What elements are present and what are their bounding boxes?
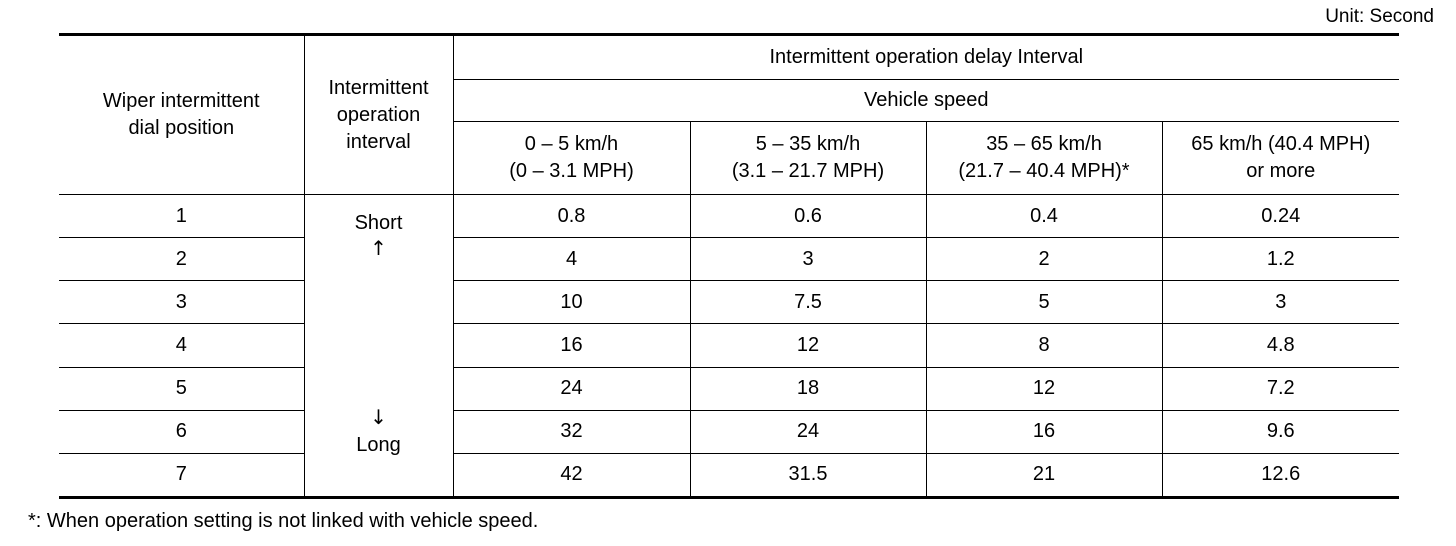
table-row: 1 Short ↑ ↓ Long 0.8 0.6 0.4 0.24 [59, 194, 1400, 499]
value-cell: 24 [689, 410, 926, 454]
long-label: Long [356, 434, 401, 456]
value-cell: 24 [452, 367, 690, 411]
header-speed-5-35-mph: (3.1 – 21.7 MPH) [731, 160, 885, 182]
dial-position-cell: 2 [59, 237, 304, 282]
value-cell: 0.8 [452, 194, 690, 239]
unit-label: Unit: Second [1325, 6, 1434, 27]
header-speed-65-plus-line1: 65 km/h (40.4 MPH) [1191, 133, 1371, 155]
value-cell: 5 [925, 280, 1162, 325]
value-cell: 18 [689, 367, 926, 411]
dial-position-cell: 6 [59, 410, 304, 454]
value-cell: 12.6 [1161, 453, 1400, 500]
table-row: 2 4 3 2 1.2 [59, 237, 1400, 282]
header-speed-5-35-kmh: 5 – 35 km/h [755, 133, 861, 155]
header-delay-interval: Intermittent operation delay Interval [452, 33, 1400, 80]
table-row: 7 42 31.5 21 12.6 [59, 453, 1400, 500]
value-cell: 9.6 [1161, 410, 1400, 454]
value-cell: 10 [452, 280, 690, 325]
value-cell: 12 [925, 367, 1162, 411]
up-arrow-icon: ↑ [370, 236, 387, 260]
header-operation-interval-line3: interval [346, 130, 411, 153]
value-cell: 0.24 [1161, 194, 1400, 239]
table-row: 5 24 18 12 7.2 [59, 367, 1400, 411]
header-operation-interval: Intermittent operation interval [303, 33, 453, 195]
table-row: 6 32 24 16 9.6 [59, 410, 1400, 454]
interval-direction-cell: Short ↑ ↓ Long [303, 194, 453, 499]
header-speed-35-65: 35 – 65 km/h (21.7 – 40.4 MPH)* [925, 121, 1162, 195]
dial-position-cell: 3 [59, 280, 304, 325]
wiper-interval-table: Wiper intermittent dial position Intermi… [59, 33, 1400, 500]
value-cell: 32 [452, 410, 690, 454]
table-row: 3 10 7.5 5 3 [59, 280, 1400, 325]
header-speed-0-5-kmh: 0 – 5 km/h [524, 133, 619, 155]
value-cell: 7.5 [689, 280, 926, 325]
value-cell: 7.2 [1161, 367, 1400, 411]
value-cell: 2 [925, 237, 1162, 282]
value-cell: 0.6 [689, 194, 926, 239]
header-speed-65-plus: 65 km/h (40.4 MPH) or more [1161, 121, 1400, 195]
value-cell: 12 [689, 323, 926, 368]
dial-position-cell: 4 [59, 323, 304, 368]
header-dial-position-line1: Wiper intermittent [102, 90, 260, 112]
header-operation-interval-line2: operation [336, 103, 421, 126]
dial-position-cell: 1 [59, 194, 304, 239]
value-cell: 42 [452, 453, 690, 500]
value-cell: 8 [925, 323, 1162, 368]
footnote: *: When operation setting is not linked … [28, 510, 539, 532]
header-speed-0-5-mph: (0 – 3.1 MPH) [509, 160, 634, 182]
header-speed-5-35: 5 – 35 km/h (3.1 – 21.7 MPH) [689, 121, 926, 195]
header-dial-position-line2: dial position [128, 117, 235, 139]
header-operation-interval-line1: Intermittent [328, 76, 429, 99]
value-cell: 16 [452, 323, 690, 368]
value-cell: 3 [689, 237, 926, 282]
header-vehicle-speed: Vehicle speed [452, 79, 1400, 122]
down-arrow-icon: ↓ [370, 405, 387, 429]
header-speed-65-plus-line2: or more [1246, 160, 1316, 182]
value-cell: 16 [925, 410, 1162, 454]
header-dial-position: Wiper intermittent dial position [59, 33, 304, 195]
table-row: 4 16 12 8 4.8 [59, 323, 1400, 368]
value-cell: 31.5 [689, 453, 926, 500]
value-cell: 4.8 [1161, 323, 1400, 368]
short-label: Short [354, 212, 403, 234]
header-speed-35-65-kmh: 35 – 65 km/h [986, 133, 1102, 155]
value-cell: 0.4 [925, 194, 1162, 239]
value-cell: 4 [452, 237, 690, 282]
header-speed-0-5: 0 – 5 km/h (0 – 3.1 MPH) [452, 121, 690, 195]
dial-position-cell: 7 [59, 453, 304, 500]
value-cell: 3 [1161, 280, 1400, 325]
value-cell: 1.2 [1161, 237, 1400, 282]
value-cell: 21 [925, 453, 1162, 500]
dial-position-cell: 5 [59, 367, 304, 411]
header-speed-35-65-mph: (21.7 – 40.4 MPH)* [958, 160, 1130, 182]
